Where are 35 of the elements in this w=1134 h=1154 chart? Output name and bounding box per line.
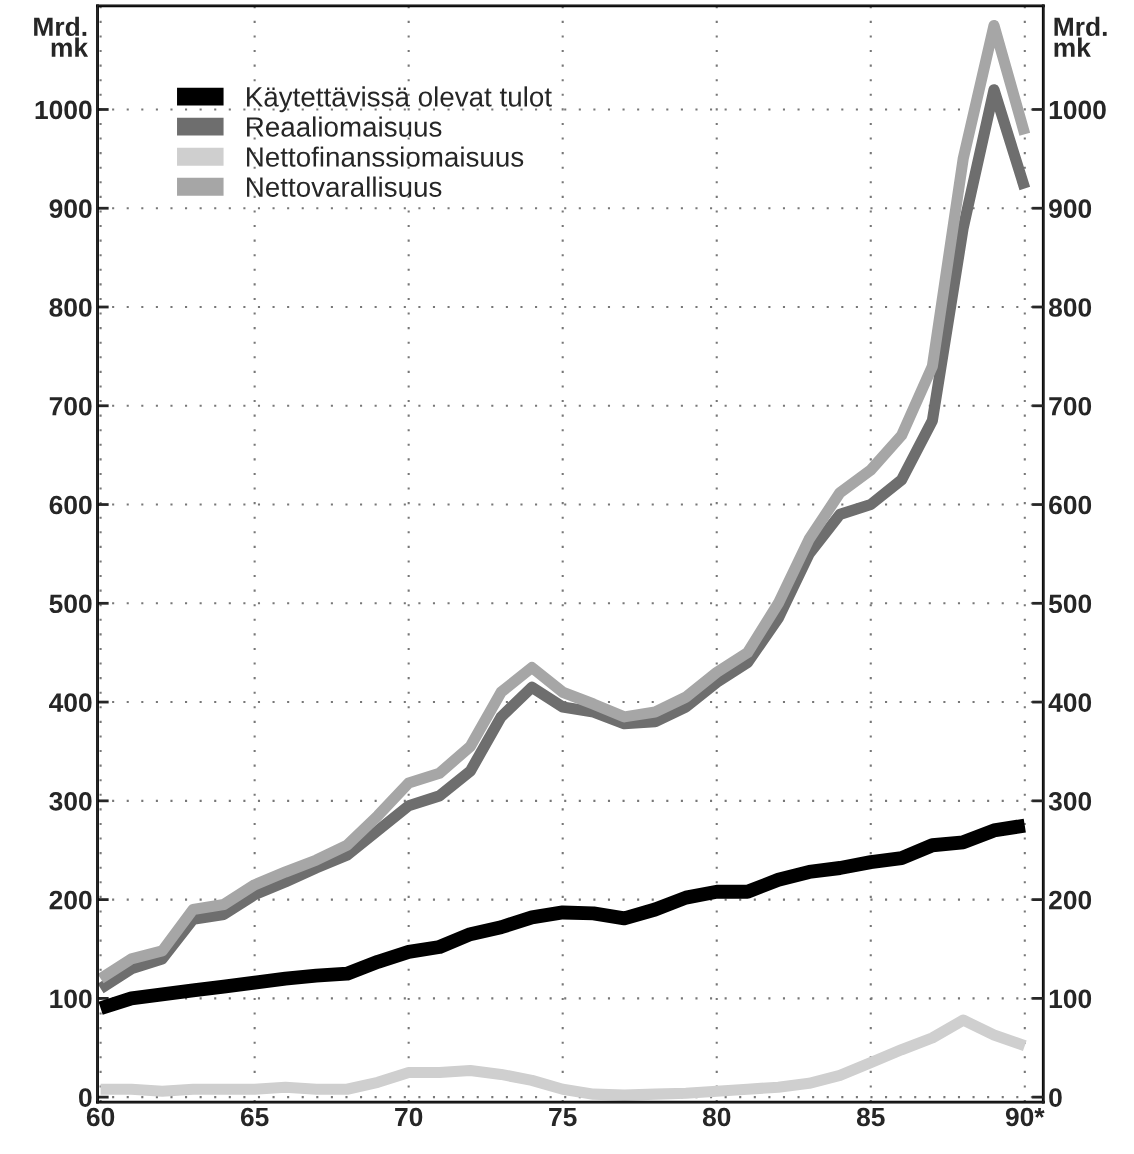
y2-tick-label: 300 [1048, 791, 1092, 811]
legend-label: Käytettävissä olevat tulot [247, 86, 552, 113]
y2-tick-label: 900 [1049, 199, 1092, 219]
y-tick-label: 500 [49, 594, 92, 614]
x-tick-label: 60 [86, 1107, 115, 1127]
y2-axis-title: Mrd. mk [1054, 16, 1107, 57]
y-tick-label: 900 [49, 199, 92, 219]
y2-tick-label: 800 [1048, 298, 1092, 317]
y2-tick-label: 100 [1049, 989, 1092, 1009]
y-tick-label: 200 [49, 890, 92, 910]
y-tick-label: 100 [50, 989, 92, 1009]
y-tick-label: 800 [49, 298, 92, 317]
y2-tick-label: 600 [1049, 495, 1092, 515]
x-tick-label: 90* [1005, 1107, 1045, 1127]
y2-tick-label: 500 [1048, 594, 1092, 614]
y2-tick-label: 200 [1049, 890, 1092, 910]
legend-label: Nettofinanssiomaisuus [247, 146, 524, 167]
y-axis-title: Mrd. mk [34, 16, 89, 57]
x-tick-label: 70 [395, 1107, 423, 1127]
x-tick-label: 65 [240, 1107, 269, 1127]
x-tick-label: 75 [549, 1107, 577, 1127]
y-tick-label: 400 [49, 693, 92, 712]
y-tick-label: 600 [49, 495, 92, 515]
y2-tick-label: 400 [1048, 693, 1092, 712]
x-tick-label: 85 [856, 1107, 885, 1127]
y2-tick-label: 0 [1049, 1088, 1062, 1107]
y2-tick-label: 1000 [1049, 100, 1106, 120]
y-tick-label: 1000 [35, 100, 92, 120]
y2-tick-label: 700 [1049, 396, 1092, 416]
legend-label: Reaaliomaisuus [247, 116, 442, 137]
y-tick-label: 300 [49, 791, 92, 811]
y-tick-label: 0 [79, 1088, 92, 1107]
y-tick-label: 700 [49, 396, 92, 416]
x-tick-label: 80 [702, 1107, 731, 1127]
legend-label: Nettovarallisuus [247, 176, 442, 197]
